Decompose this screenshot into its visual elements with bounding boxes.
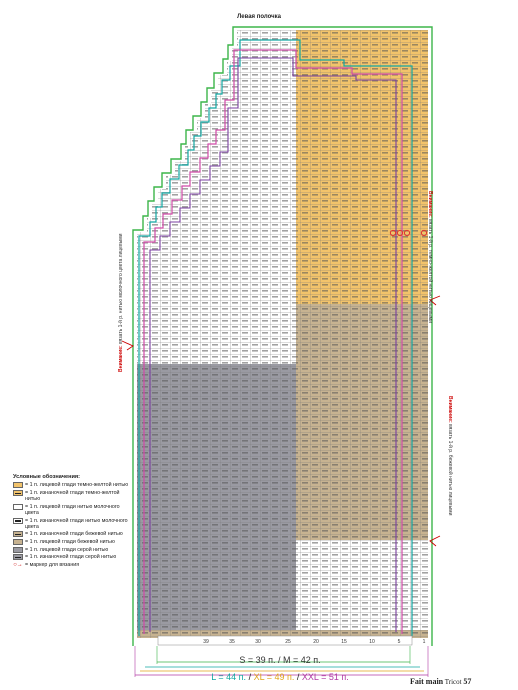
- outline-size-s: [132, 26, 433, 646]
- legend-item: = 1 п. лицевой глади темно-желтой нитью: [13, 482, 133, 489]
- legend-swatch: [13, 531, 23, 538]
- stitch-marker-icon: [420, 229, 428, 237]
- scale-number: 10: [369, 639, 375, 645]
- note-arrows: [121, 295, 441, 547]
- note-right-top: Внимание: вязать 1-й р. темно-желтой нит…: [427, 191, 433, 323]
- stitch-marker-icon: [396, 229, 404, 237]
- legend-title: Условные обозначения:: [13, 474, 81, 480]
- legend-label: = 1 п. изнаночной глади бежевой нитью: [25, 531, 123, 538]
- outline-size-m: [138, 39, 413, 636]
- scale-number: 39: [203, 639, 209, 645]
- legend-item: = 1 п. изнаночной глади темно-желтой нит…: [13, 490, 133, 502]
- sizes-s-m: S = 39 п. / M = 42 п.: [239, 655, 321, 665]
- size-dimension-lines: [134, 646, 429, 677]
- legend-label: = 1 п. лицевой глади нитью молочного цве…: [25, 503, 120, 516]
- legend-item: = 1 п. лицевой глади серой нитью: [13, 546, 133, 553]
- chart-grid: [137, 30, 428, 638]
- size-l: L = 44 п.: [211, 672, 247, 682]
- legend-items: = 1 п. лицевой глади темно-желтой нитью =…: [13, 482, 133, 561]
- legend-item: = 1 п. изнаночной глади нитью молочного …: [13, 517, 133, 530]
- legend-item: = 1 п. лицевой глади бежевой нитью: [13, 539, 133, 546]
- legend-swatch: [13, 539, 23, 546]
- legend-item-marker: ○→ = маркер для вязания: [13, 562, 133, 569]
- scale-number: 1: [423, 639, 426, 645]
- legend-item: = 1 п. изнаночной глади бежевой нитью: [13, 531, 133, 538]
- note-left: Внимание: вязать 1-й р. нитью молочного …: [118, 233, 124, 372]
- legend-item: = 1 п. изнаночной глади серой нитью: [13, 554, 133, 561]
- legend-label: = 1 п. лицевой глади серой нитью: [25, 546, 109, 553]
- legend-swatch: [13, 517, 23, 524]
- legend: Условные обозначения: = 1 п. лицевой гла…: [13, 474, 133, 571]
- stitch-marker-icon: ○→: [13, 562, 23, 569]
- legend-swatch: [13, 554, 23, 561]
- legend-swatch: [13, 503, 23, 510]
- scale-number: 20: [313, 639, 319, 645]
- size-xxl: XXL = 51 п.: [301, 672, 349, 682]
- legend-swatch: [13, 546, 23, 553]
- legend-label: = маркер для вязания: [25, 562, 80, 569]
- page-number: 57: [463, 677, 472, 686]
- chart-title: Левая полочка: [237, 14, 281, 20]
- scale-number: 25: [285, 639, 291, 645]
- page-footer: Fait main Tricot 57: [410, 677, 471, 686]
- magazine-name: Tricot: [444, 678, 462, 686]
- scale-number: 15: [341, 639, 347, 645]
- brand: Fait main: [410, 677, 444, 686]
- legend-label: = 1 п. изнаночной глади серой нитью: [25, 554, 117, 561]
- stitch-markers: [389, 229, 428, 237]
- stitch-marker-icon: [403, 229, 411, 237]
- outline-size-l: [143, 49, 403, 634]
- outline-size-xl: [149, 57, 397, 632]
- legend-swatch: [13, 490, 23, 497]
- legend-label: = 1 п. лицевой глади темно-желтой нитью: [25, 482, 129, 489]
- scale-number: 30: [255, 639, 261, 645]
- scale-numbers: 39 35 30 25 20 15 10 5 1: [203, 639, 425, 645]
- legend-item: = 1 п. лицевой глади нитью молочного цве…: [13, 503, 133, 516]
- size-xl: XL = 49 п.: [253, 672, 295, 682]
- legend-label: = 1 п. изнаночной глади темно-желтой нит…: [25, 490, 120, 503]
- legend-swatch: [13, 482, 23, 489]
- stitch-marker-icon: [389, 229, 397, 237]
- sizes-l-xl-xxl: L = 44 п. / XL = 49 п. / XXL = 51 п.: [211, 672, 349, 682]
- scale-number: 35: [229, 639, 235, 645]
- legend-label: = 1 п. изнаночной глади нитью молочного …: [25, 517, 128, 530]
- scale-number: 5: [398, 639, 401, 645]
- scale-bar: [157, 635, 413, 646]
- note-right-bottom: Внимание: вязать 1-й р. бежевой нитью ли…: [447, 396, 453, 516]
- legend-label: = 1 п. лицевой глади бежевой нитью: [25, 539, 115, 546]
